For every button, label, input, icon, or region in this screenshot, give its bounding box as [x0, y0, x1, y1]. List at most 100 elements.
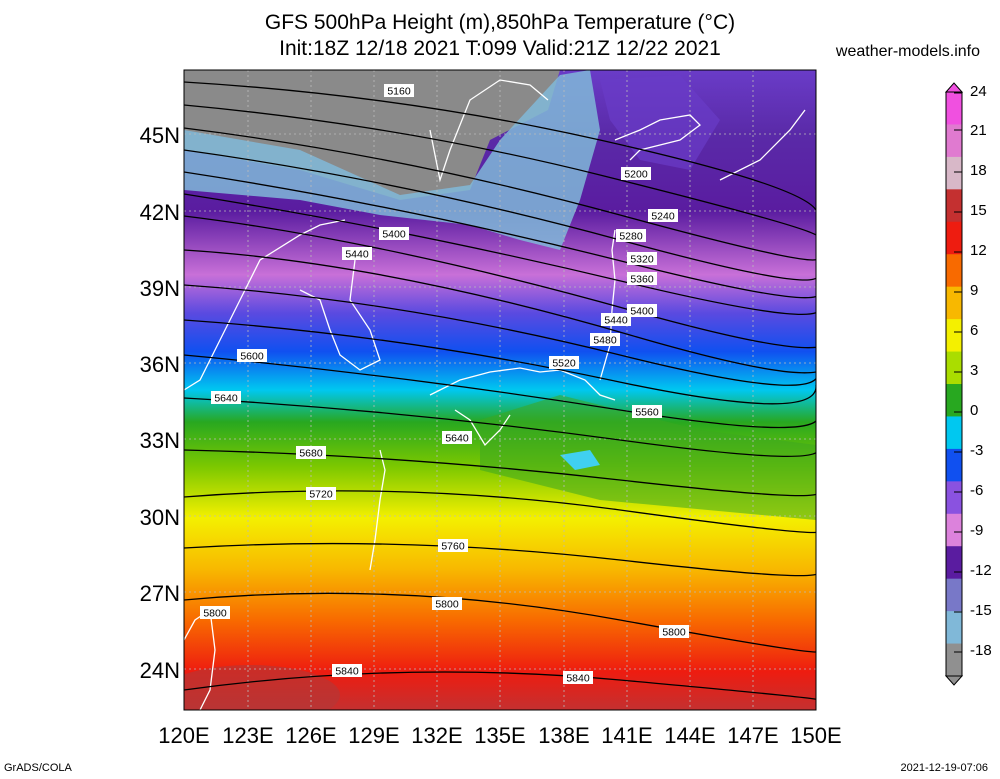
colorbar-swatch: [946, 513, 962, 547]
contour-label: 5720: [306, 487, 336, 501]
svg-text:5360: 5360: [630, 274, 654, 286]
colorbar-swatch: [946, 448, 962, 482]
lat-label-33: 33N: [139, 428, 180, 453]
contour-label: 5800: [200, 606, 230, 620]
colorbar-label: -12: [970, 562, 992, 579]
colorbar-swatch: [946, 254, 962, 288]
svg-text:5840: 5840: [566, 673, 590, 685]
contour-label: 5360: [627, 272, 657, 286]
colorbar-swatch: [946, 643, 962, 677]
colorbar-frame: [945, 91, 963, 677]
lon-label-123: 123E: [222, 723, 274, 748]
colorbar-label: 24: [970, 83, 987, 100]
svg-text:5400: 5400: [630, 306, 654, 318]
map-subtitle: Init:18Z 12/18 2021 T:099 Valid:21Z 12/2…: [279, 37, 721, 60]
svg-text:5640: 5640: [214, 393, 238, 405]
contour-label: 5200: [621, 167, 651, 181]
colorbar-label: 0: [970, 402, 979, 419]
svg-text:5600: 5600: [240, 351, 264, 363]
contour-label: 5440: [342, 247, 372, 261]
colorbar-swatch: [946, 124, 962, 158]
svg-text:5520: 5520: [552, 358, 576, 370]
lon-label-132: 132E: [411, 723, 463, 748]
contour-label: 5160: [384, 84, 414, 98]
contour-label: 5800: [659, 625, 689, 639]
lon-label-150: 150E: [790, 723, 842, 748]
colorbar-swatch: [946, 92, 962, 125]
colorbar-label: -18: [970, 642, 992, 659]
svg-text:5560: 5560: [635, 407, 659, 419]
lat-label-36: 36N: [139, 352, 180, 377]
temperature-colorbar: [944, 82, 964, 686]
colorbar-swatch: [946, 286, 962, 320]
lon-label-129: 129E: [348, 723, 400, 748]
colorbar-swatch: [946, 416, 962, 450]
colorbar-label: 3: [970, 362, 979, 379]
lat-label-42: 42N: [139, 200, 180, 225]
colorbar-swatch: [946, 481, 962, 515]
lat-label-27: 27N: [139, 581, 180, 606]
svg-text:5640: 5640: [445, 433, 469, 445]
colorbar-swatch: [946, 221, 962, 255]
colorbar-swatch: [946, 384, 962, 417]
lon-label-138: 138E: [538, 723, 590, 748]
lon-label-135: 135E: [474, 723, 526, 748]
colorbar-label: 12: [970, 242, 987, 259]
coastlines: [184, 79, 806, 710]
svg-text:5680: 5680: [299, 448, 323, 460]
colorbar-label: 15: [970, 202, 987, 219]
colorbar-swatch: [946, 156, 962, 190]
contour-label: 5320: [627, 252, 657, 266]
contour-label: 5640: [442, 431, 472, 445]
footer-timestamp: 2021-12-19-07:06: [900, 762, 988, 774]
contour-label: 5680: [296, 446, 326, 460]
contour-label: 5440: [601, 313, 631, 327]
lon-label-126: 126E: [285, 723, 337, 748]
colorbar-ticks: [954, 92, 962, 653]
contour-labels: 5160 5200 5240 5280 5320 5360 5400 5400 …: [200, 84, 689, 685]
temperature-field: [184, 70, 816, 710]
source-label: weather-models.info: [835, 43, 980, 60]
colorbar-label: -3: [970, 442, 984, 459]
svg-text:5440: 5440: [604, 315, 628, 327]
colorbar-swatch: [946, 319, 962, 353]
colorbar-label: -9: [970, 522, 984, 539]
lat-label-39: 39N: [139, 276, 180, 301]
svg-text:5240: 5240: [651, 211, 675, 223]
svg-text:5400: 5400: [382, 229, 406, 241]
svg-text:5200: 5200: [624, 169, 648, 181]
footer-software: GrADS/COLA: [4, 762, 72, 774]
svg-text:5440: 5440: [345, 249, 369, 261]
contour-label: 5400: [627, 304, 657, 318]
svg-text:5160: 5160: [387, 86, 411, 98]
lat-label-45: 45N: [139, 123, 180, 148]
svg-text:5800: 5800: [662, 627, 686, 639]
svg-text:5800: 5800: [435, 599, 459, 611]
lat-label-24: 24N: [139, 658, 180, 683]
svg-text:5840: 5840: [335, 666, 359, 678]
contour-label: 5400: [379, 227, 409, 241]
colorbar-label: 21: [970, 122, 987, 139]
colorbar-swatch: [946, 611, 962, 645]
svg-text:5320: 5320: [630, 254, 654, 266]
contour-label: 5840: [563, 671, 593, 685]
colorbar-label: -6: [970, 482, 984, 499]
svg-text:5800: 5800: [203, 608, 227, 620]
lat-label-30: 30N: [139, 505, 180, 530]
lon-label-147: 147E: [727, 723, 779, 748]
svg-text:5760: 5760: [441, 541, 465, 553]
colorbar-swatch: [946, 351, 962, 385]
colorbar-label: 9: [970, 282, 979, 299]
lon-label-141: 141E: [601, 723, 653, 748]
contour-label: 5560: [632, 405, 662, 419]
svg-text:5280: 5280: [619, 231, 643, 243]
svg-text:5480: 5480: [593, 335, 617, 347]
colorbar-label: 6: [970, 322, 979, 339]
contour-label: 5240: [648, 209, 678, 223]
colorbar-swatch: [946, 578, 962, 612]
map-title: GFS 500hPa Height (m),850hPa Temperature…: [264, 11, 736, 34]
lon-label-144: 144E: [664, 723, 716, 748]
colorbar-swatch: [946, 189, 962, 223]
colorbar-min-arrow: [944, 675, 964, 686]
